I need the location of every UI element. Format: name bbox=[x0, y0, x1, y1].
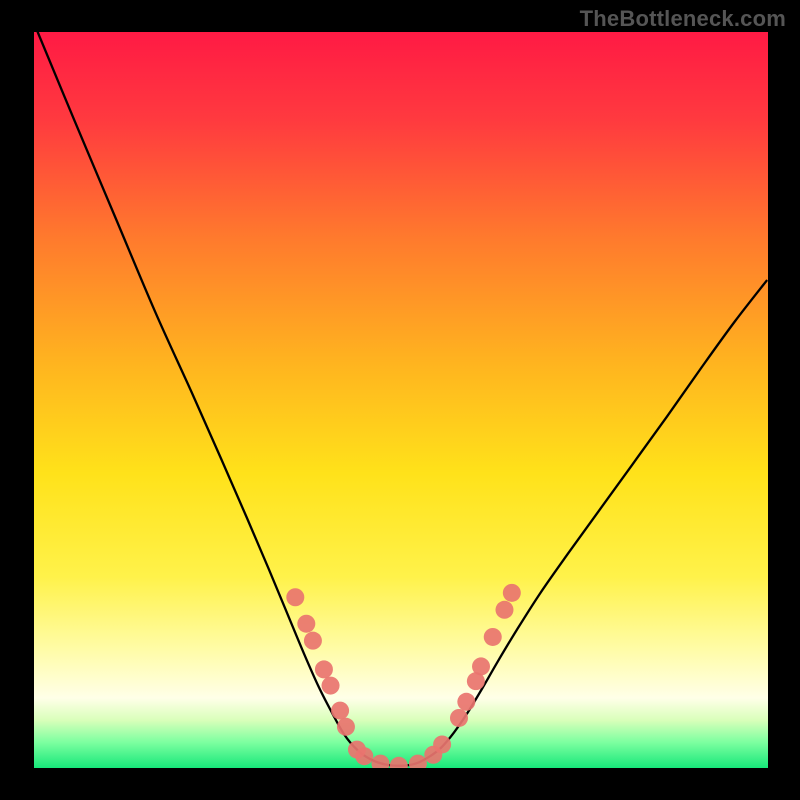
marker-dot bbox=[297, 615, 315, 633]
plot-svg bbox=[34, 32, 768, 768]
marker-dot bbox=[457, 693, 475, 711]
gradient-background bbox=[34, 32, 768, 768]
marker-dot bbox=[495, 601, 513, 619]
watermark-text: TheBottleneck.com bbox=[580, 6, 786, 32]
marker-dot bbox=[484, 628, 502, 646]
marker-dot bbox=[355, 747, 373, 765]
marker-dot bbox=[286, 588, 304, 606]
marker-dot bbox=[337, 718, 355, 736]
marker-dot bbox=[450, 709, 468, 727]
chart-frame: TheBottleneck.com bbox=[0, 0, 800, 800]
marker-dot bbox=[503, 584, 521, 602]
plot-area bbox=[34, 32, 768, 768]
marker-dot bbox=[433, 735, 451, 753]
marker-dot bbox=[472, 657, 490, 675]
marker-dot bbox=[331, 702, 349, 720]
marker-dot bbox=[315, 660, 333, 678]
marker-dot bbox=[322, 677, 340, 695]
marker-dot bbox=[304, 632, 322, 650]
